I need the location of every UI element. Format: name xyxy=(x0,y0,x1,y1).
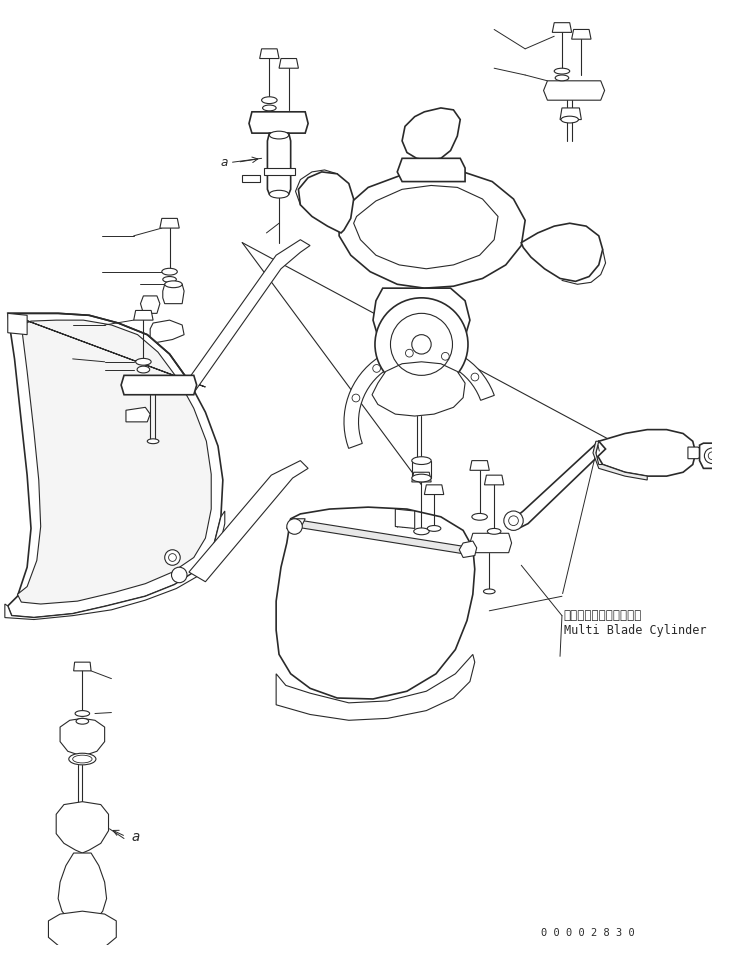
Polygon shape xyxy=(134,310,153,320)
Ellipse shape xyxy=(427,525,441,531)
Polygon shape xyxy=(58,853,107,924)
Circle shape xyxy=(503,511,523,530)
Polygon shape xyxy=(249,111,308,133)
Polygon shape xyxy=(8,313,205,387)
Polygon shape xyxy=(279,59,298,68)
Ellipse shape xyxy=(269,132,289,139)
Polygon shape xyxy=(560,108,581,120)
Polygon shape xyxy=(5,511,225,619)
Polygon shape xyxy=(344,345,495,448)
Circle shape xyxy=(709,452,716,460)
Polygon shape xyxy=(276,655,475,720)
Circle shape xyxy=(287,518,302,535)
Polygon shape xyxy=(688,447,706,459)
Polygon shape xyxy=(470,534,512,553)
Polygon shape xyxy=(298,172,354,233)
Polygon shape xyxy=(397,158,465,181)
Ellipse shape xyxy=(162,268,177,276)
Text: 0 0 0 0 2 8 3 0: 0 0 0 0 2 8 3 0 xyxy=(541,928,634,939)
Text: a: a xyxy=(132,829,140,844)
Polygon shape xyxy=(60,718,104,756)
Polygon shape xyxy=(484,475,503,485)
Ellipse shape xyxy=(561,116,578,123)
Polygon shape xyxy=(126,407,150,421)
Ellipse shape xyxy=(554,68,570,74)
Polygon shape xyxy=(259,49,279,59)
Polygon shape xyxy=(412,461,431,478)
Circle shape xyxy=(471,373,478,381)
Ellipse shape xyxy=(484,589,495,594)
Ellipse shape xyxy=(76,718,89,724)
Circle shape xyxy=(509,516,518,525)
Polygon shape xyxy=(8,313,223,617)
Polygon shape xyxy=(56,802,109,853)
Polygon shape xyxy=(140,296,160,313)
Ellipse shape xyxy=(136,358,151,365)
Ellipse shape xyxy=(487,528,501,535)
Polygon shape xyxy=(243,175,259,181)
Polygon shape xyxy=(459,541,477,558)
Circle shape xyxy=(373,365,381,372)
Ellipse shape xyxy=(269,190,289,198)
Polygon shape xyxy=(49,911,116,950)
Polygon shape xyxy=(521,224,603,281)
Polygon shape xyxy=(572,30,591,39)
Ellipse shape xyxy=(412,457,431,465)
Polygon shape xyxy=(290,518,475,556)
Polygon shape xyxy=(354,185,498,269)
Polygon shape xyxy=(8,313,27,335)
Circle shape xyxy=(171,567,187,583)
Text: a: a xyxy=(221,156,229,169)
Polygon shape xyxy=(150,320,184,343)
Polygon shape xyxy=(18,320,211,604)
Polygon shape xyxy=(121,375,197,395)
Ellipse shape xyxy=(137,366,150,372)
Ellipse shape xyxy=(162,276,176,282)
Polygon shape xyxy=(402,108,460,160)
Polygon shape xyxy=(287,518,305,534)
Text: Multi Blade Cylinder: Multi Blade Cylinder xyxy=(564,624,706,636)
Ellipse shape xyxy=(147,439,159,444)
Ellipse shape xyxy=(262,105,276,110)
Circle shape xyxy=(352,395,360,402)
Polygon shape xyxy=(339,170,525,288)
Polygon shape xyxy=(189,240,310,393)
Circle shape xyxy=(442,352,449,360)
Polygon shape xyxy=(700,444,721,468)
Text: マルチブレードシリンダ: マルチブレードシリンダ xyxy=(564,610,642,622)
Polygon shape xyxy=(162,284,184,303)
Ellipse shape xyxy=(414,528,429,535)
Polygon shape xyxy=(264,168,295,175)
Ellipse shape xyxy=(555,75,569,81)
Polygon shape xyxy=(424,485,444,494)
Ellipse shape xyxy=(165,281,182,288)
Circle shape xyxy=(375,298,468,391)
Circle shape xyxy=(165,550,180,565)
Polygon shape xyxy=(544,81,605,100)
Ellipse shape xyxy=(69,754,96,765)
Circle shape xyxy=(412,335,431,354)
Polygon shape xyxy=(470,461,490,470)
Polygon shape xyxy=(593,442,648,480)
Circle shape xyxy=(406,349,413,357)
Ellipse shape xyxy=(262,97,277,104)
Polygon shape xyxy=(512,442,606,528)
Polygon shape xyxy=(372,362,465,416)
Polygon shape xyxy=(412,472,431,482)
Polygon shape xyxy=(189,461,308,582)
Ellipse shape xyxy=(75,710,90,716)
Polygon shape xyxy=(160,218,179,228)
Polygon shape xyxy=(552,23,572,33)
Polygon shape xyxy=(596,430,695,476)
Ellipse shape xyxy=(412,474,431,482)
Polygon shape xyxy=(268,133,290,194)
Polygon shape xyxy=(74,662,91,671)
Polygon shape xyxy=(395,509,415,528)
Polygon shape xyxy=(373,288,470,354)
Polygon shape xyxy=(276,507,475,699)
Ellipse shape xyxy=(472,514,487,520)
